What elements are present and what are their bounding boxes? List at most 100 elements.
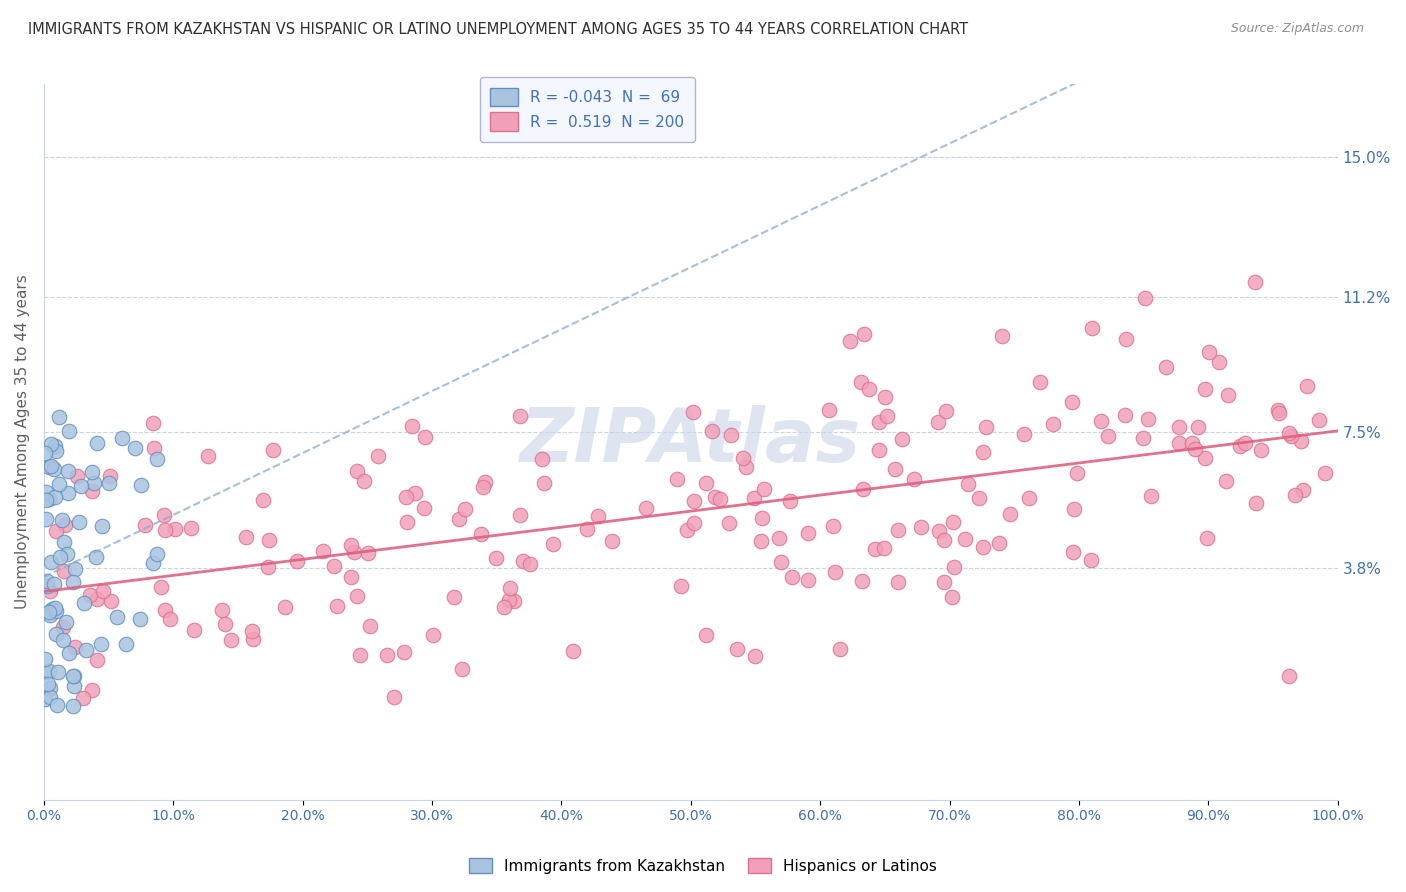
Point [149, 580, 172, 594]
Point [39, 583, 62, 598]
Point [153, 603, 176, 617]
Point [1279, 429, 1302, 443]
Point [146, 452, 169, 467]
Point [63, 562, 86, 576]
Point [749, 533, 772, 548]
Point [1168, 436, 1191, 450]
Point [274, 599, 297, 614]
Point [404, 486, 426, 500]
Point [935, 403, 957, 417]
Point [1278, 669, 1301, 683]
Point [42, 577, 65, 591]
Point [1136, 412, 1159, 426]
Point [991, 328, 1014, 343]
Point [242, 632, 264, 646]
Point [928, 524, 950, 538]
Point [474, 475, 496, 489]
Point [509, 409, 531, 423]
Point [443, 590, 465, 604]
Point [1195, 531, 1218, 545]
Point [42, 462, 65, 476]
Point [39, 437, 62, 451]
Point [58, 646, 80, 660]
Point [1244, 496, 1267, 510]
Point [943, 560, 966, 574]
Point [1187, 419, 1209, 434]
Point [52, 535, 75, 549]
Point [38, 491, 60, 506]
Point [211, 603, 233, 617]
Point [1081, 321, 1104, 335]
Point [48, 476, 70, 491]
Point [720, 428, 742, 442]
Point [45, 604, 67, 618]
Point [252, 492, 274, 507]
Point [934, 533, 956, 547]
Point [165, 522, 187, 536]
Point [1229, 439, 1251, 453]
Point [1063, 501, 1085, 516]
Point [519, 557, 541, 571]
Point [718, 516, 741, 530]
Point [35, 512, 58, 526]
Point [709, 492, 731, 507]
Point [768, 531, 790, 545]
Point [413, 430, 436, 444]
Point [683, 516, 706, 530]
Point [382, 690, 405, 705]
Point [55, 615, 77, 630]
Point [312, 544, 335, 558]
Point [110, 430, 132, 444]
Point [35, 492, 58, 507]
Point [1216, 388, 1239, 402]
Point [97, 476, 120, 491]
Point [35, 485, 58, 500]
Point [326, 599, 349, 613]
Point [1097, 429, 1119, 443]
Point [1062, 545, 1084, 559]
Point [1313, 466, 1336, 480]
Point [38, 605, 60, 619]
Point [221, 632, 243, 647]
Point [512, 554, 534, 568]
Point [934, 574, 956, 589]
Point [770, 555, 793, 569]
Point [45, 443, 67, 458]
Point [967, 491, 990, 505]
Point [100, 593, 122, 607]
Point [1268, 406, 1291, 420]
Point [34, 665, 56, 680]
Point [1029, 375, 1052, 389]
Point [134, 518, 156, 533]
Point [45, 626, 67, 640]
Point [214, 617, 236, 632]
Point [851, 574, 873, 589]
Point [1181, 436, 1204, 450]
Point [62, 679, 84, 693]
Point [1292, 483, 1315, 497]
Text: ZIPAtlas: ZIPAtlas [520, 405, 862, 478]
Point [41, 602, 63, 616]
Point [562, 644, 585, 658]
Point [58, 424, 80, 438]
Point [828, 642, 851, 657]
Point [240, 624, 263, 638]
Point [82, 483, 104, 498]
Y-axis label: Unemployment Among Ages 35 to 44 years: Unemployment Among Ages 35 to 44 years [15, 274, 30, 609]
Point [285, 554, 308, 568]
Point [683, 494, 706, 508]
Point [499, 582, 522, 596]
Point [180, 521, 202, 535]
Point [90, 637, 112, 651]
Point [575, 522, 598, 536]
Point [1080, 552, 1102, 566]
Point [52, 633, 75, 648]
Point [34, 446, 56, 460]
Point [1154, 359, 1177, 374]
Point [353, 474, 375, 488]
Point [941, 590, 963, 604]
Point [100, 469, 122, 483]
Point [876, 409, 898, 423]
Point [86, 653, 108, 667]
Point [401, 418, 423, 433]
